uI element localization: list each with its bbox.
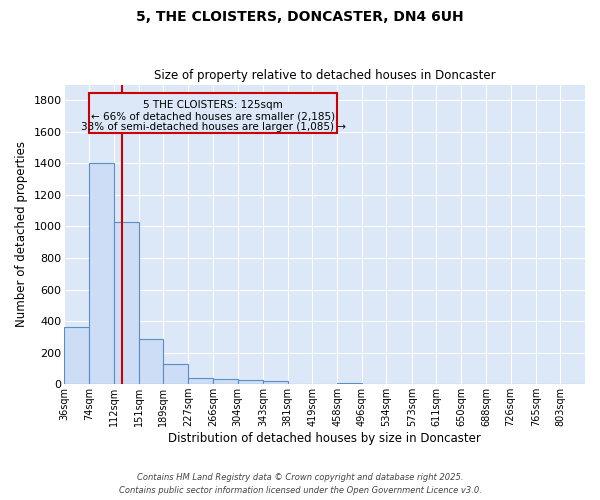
Text: 5, THE CLOISTERS, DONCASTER, DN4 6UH: 5, THE CLOISTERS, DONCASTER, DN4 6UH <box>136 10 464 24</box>
Bar <box>64 328 89 384</box>
Bar <box>89 164 113 384</box>
Bar <box>113 222 139 384</box>
Bar <box>163 364 188 384</box>
Text: ← 66% of detached houses are smaller (2,185): ← 66% of detached houses are smaller (2,… <box>91 112 335 122</box>
Title: Size of property relative to detached houses in Doncaster: Size of property relative to detached ho… <box>154 69 496 82</box>
Bar <box>337 382 362 384</box>
Bar <box>213 379 238 384</box>
Bar <box>139 339 163 384</box>
Text: 5 THE CLOISTERS: 125sqm: 5 THE CLOISTERS: 125sqm <box>143 100 283 110</box>
Text: Contains HM Land Registry data © Crown copyright and database right 2025.
Contai: Contains HM Land Registry data © Crown c… <box>119 474 481 495</box>
Text: 33% of semi-detached houses are larger (1,085) →: 33% of semi-detached houses are larger (… <box>80 122 346 132</box>
Bar <box>263 382 287 384</box>
FancyBboxPatch shape <box>89 93 337 134</box>
Y-axis label: Number of detached properties: Number of detached properties <box>15 142 28 328</box>
Bar <box>188 378 213 384</box>
X-axis label: Distribution of detached houses by size in Doncaster: Distribution of detached houses by size … <box>168 432 481 445</box>
Bar <box>238 380 263 384</box>
